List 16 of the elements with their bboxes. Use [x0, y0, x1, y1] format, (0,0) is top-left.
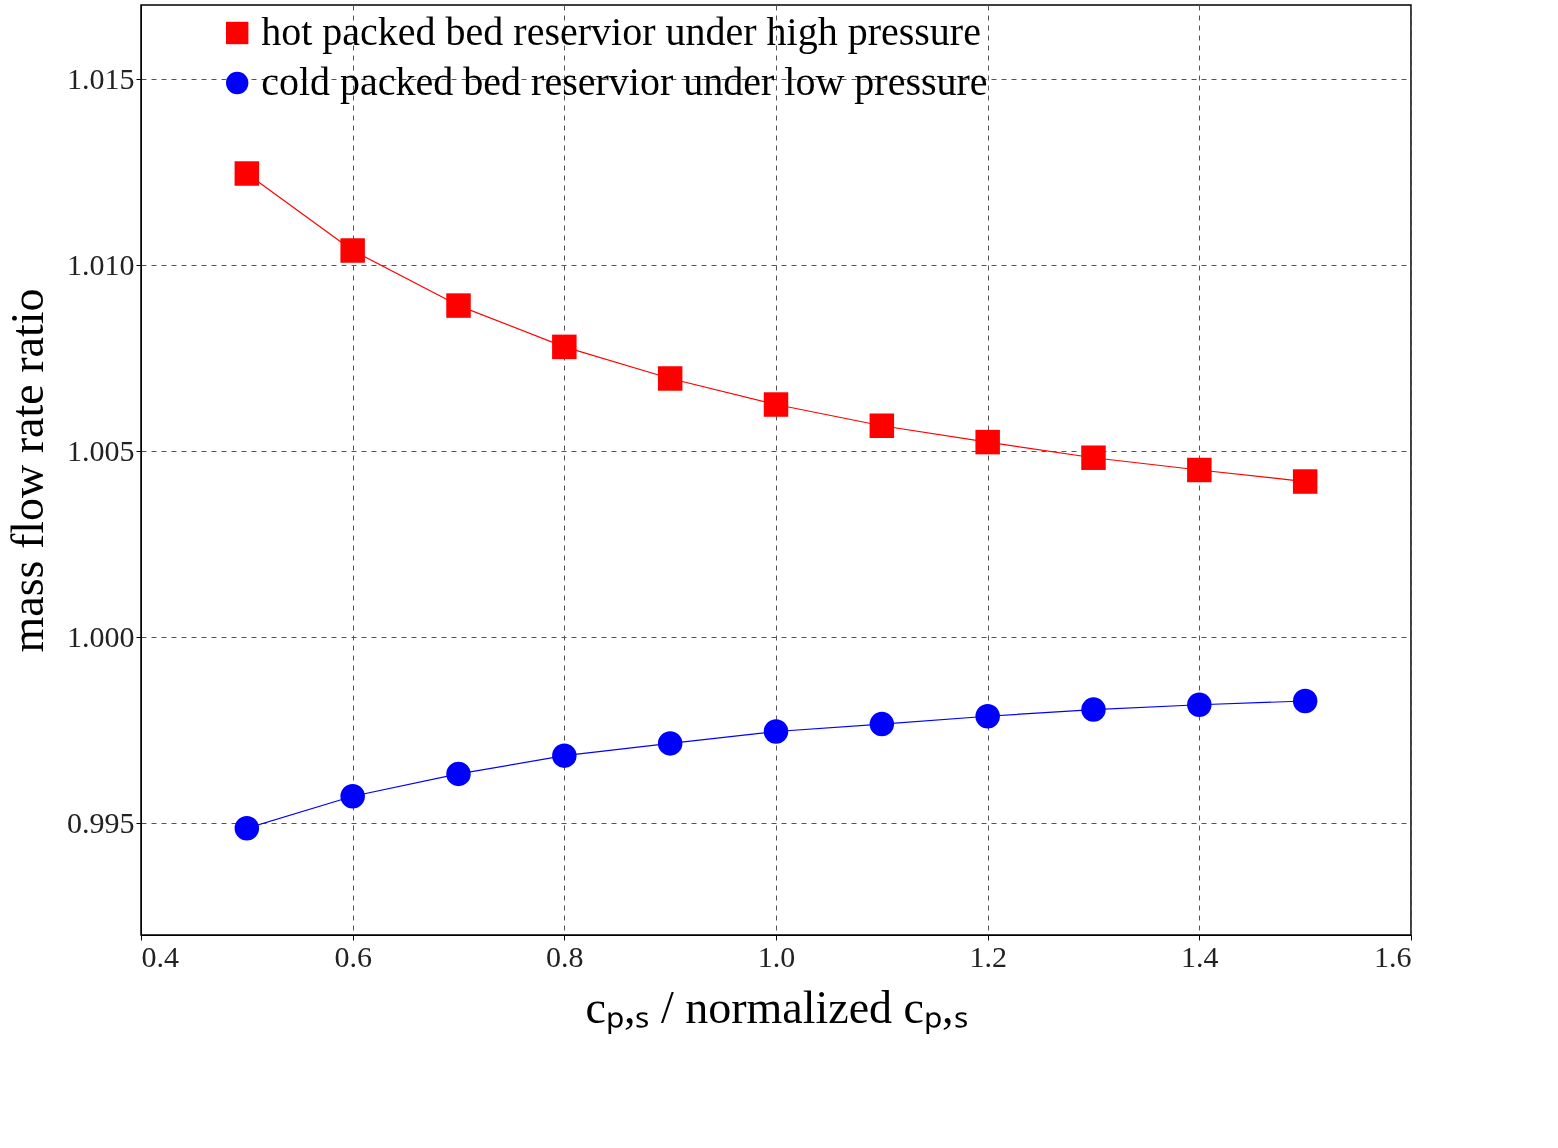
y-tick-label: 1.015 [67, 61, 135, 95]
x-tick-label: 1.4 [1181, 939, 1219, 973]
y-axis-title: mass flow rate ratio [2, 288, 53, 653]
x-tick-label: 0.8 [546, 939, 584, 973]
legend-label: hot packed bed reservior under high pressure [261, 9, 981, 54]
y-tick-label: 1.010 [67, 247, 135, 281]
x-tick-label: 1.2 [969, 939, 1007, 973]
legend-label: cold packed bed reservior under low pressure [261, 59, 988, 104]
x-tick-label: 0.6 [334, 939, 372, 973]
x-tick-label: 1.0 [757, 939, 796, 973]
x-axis-title: cₚ,ₛ / normalized cₚ,ₛ [585, 981, 968, 1035]
y-tick-label: 1.000 [67, 619, 135, 653]
y-tick-label: 0.995 [67, 805, 135, 839]
x-tick-label: 1.6 [1374, 939, 1412, 973]
x-tick-label: 0.4 [141, 939, 179, 973]
y-tick-label: 1.005 [67, 433, 135, 467]
